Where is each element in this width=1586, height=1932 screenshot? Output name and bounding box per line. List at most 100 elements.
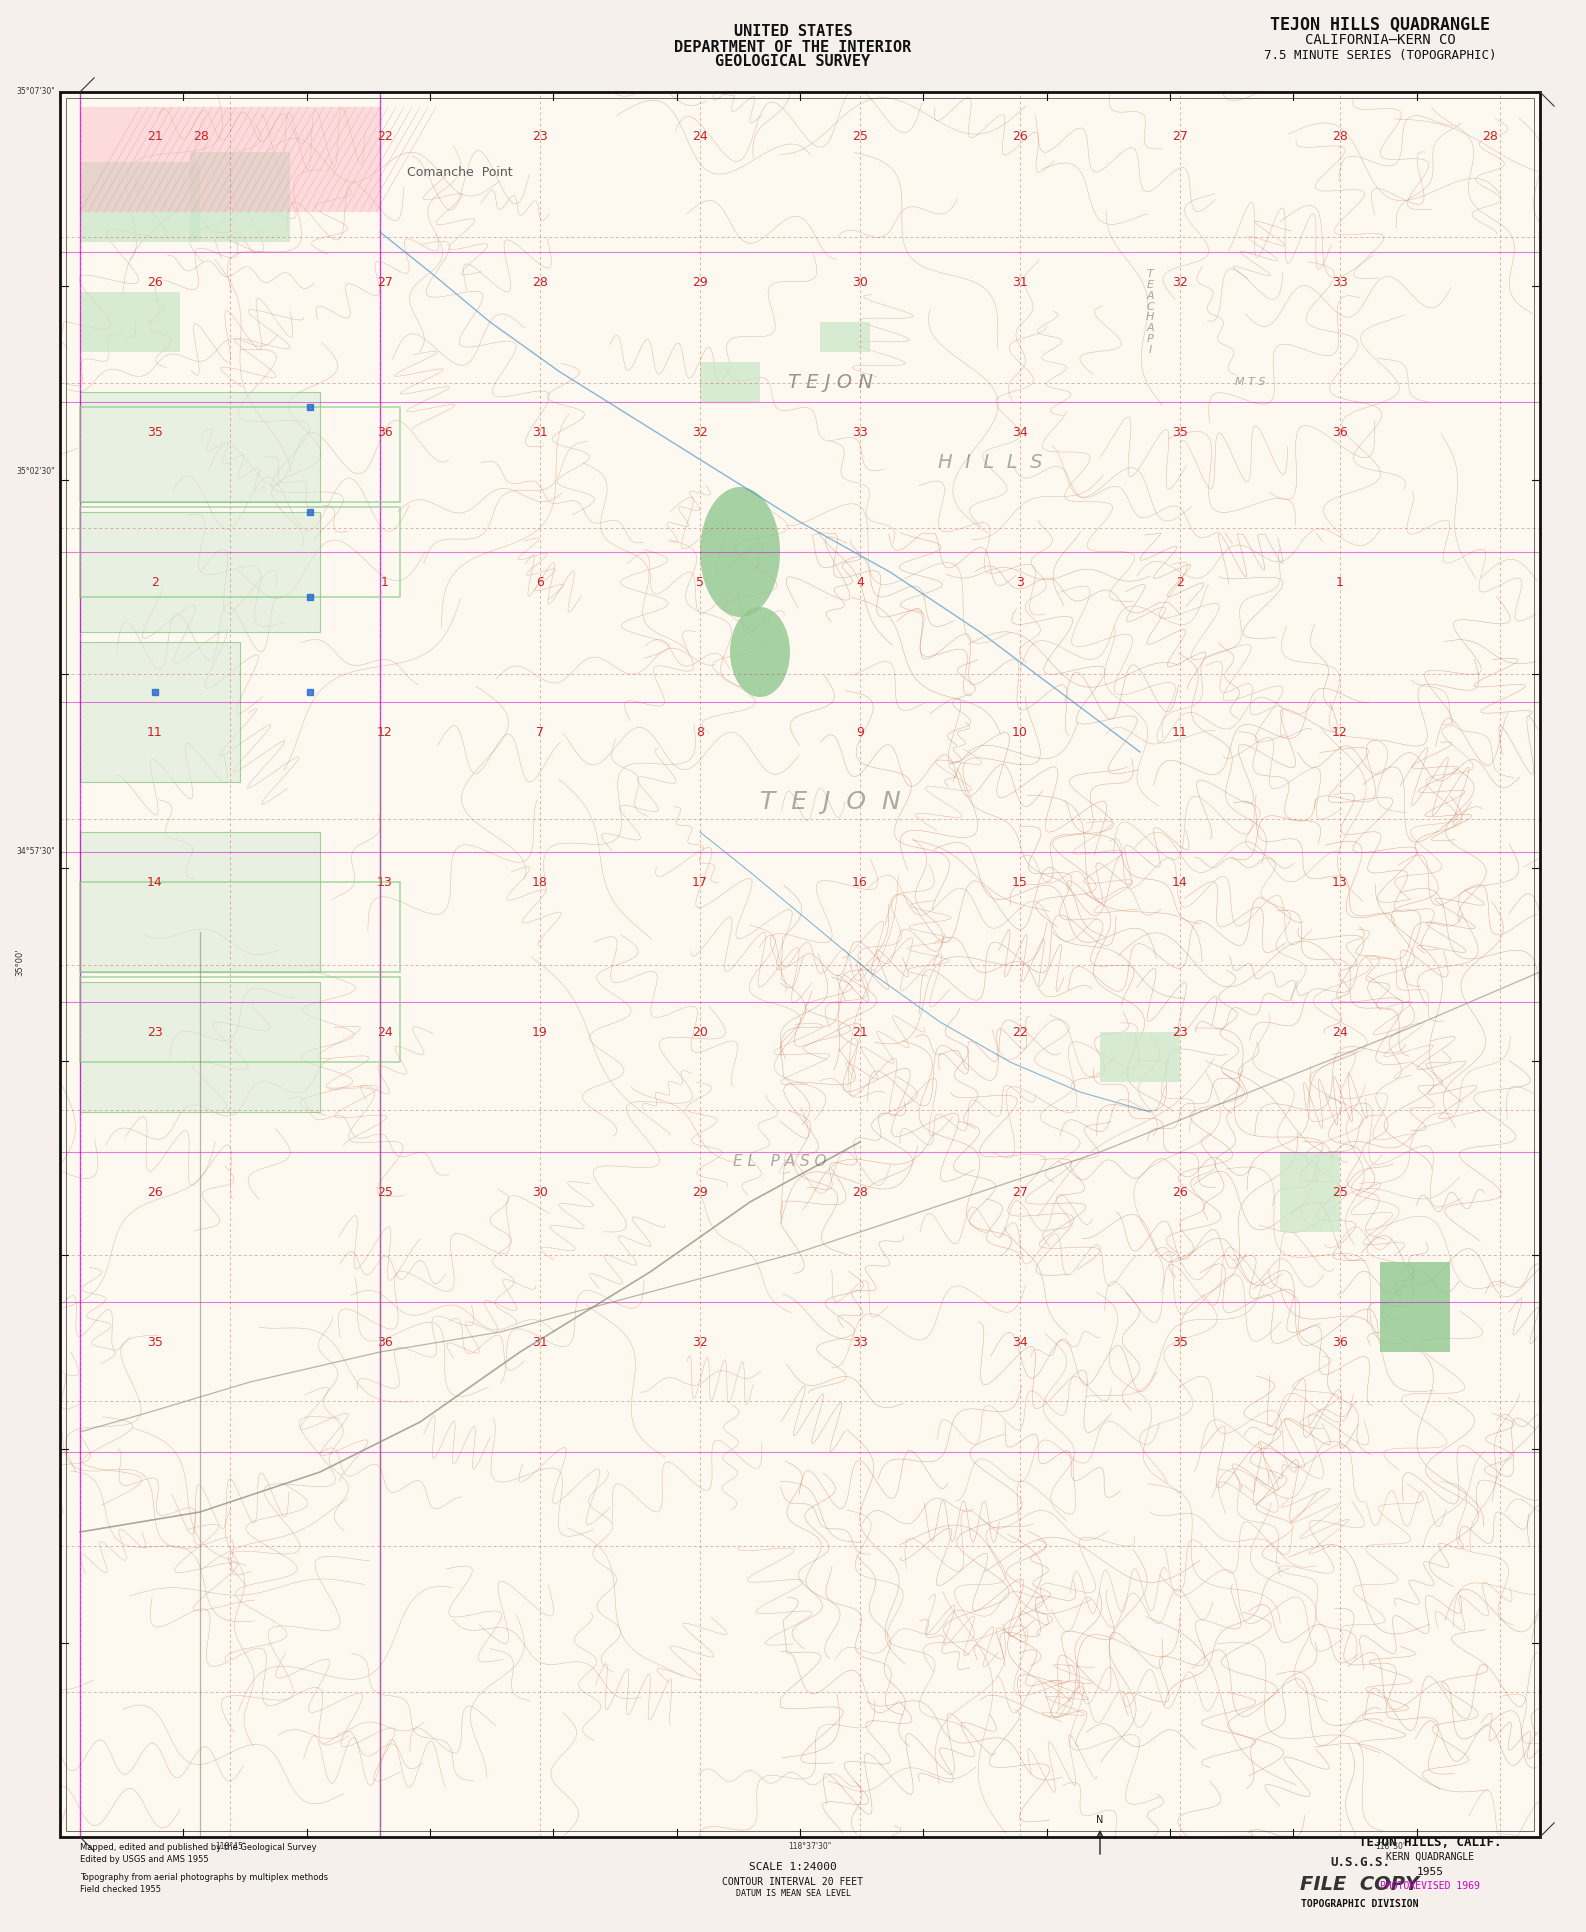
Text: Comanche  Point: Comanche Point <box>408 166 512 178</box>
Text: 15: 15 <box>1012 875 1028 889</box>
Text: 32: 32 <box>1172 276 1188 288</box>
Text: 25: 25 <box>1332 1186 1348 1198</box>
Text: 24: 24 <box>1332 1026 1348 1039</box>
Text: 35: 35 <box>147 425 163 439</box>
Text: 9: 9 <box>856 726 864 738</box>
Text: 22: 22 <box>1012 1026 1028 1039</box>
Text: CALIFORNIA—KERN CO: CALIFORNIA—KERN CO <box>1305 33 1456 46</box>
Text: 16: 16 <box>852 875 868 889</box>
Text: 118°45': 118°45' <box>216 1841 244 1851</box>
Text: 33: 33 <box>1332 276 1348 288</box>
Text: 1: 1 <box>381 576 389 589</box>
Text: 28: 28 <box>1332 131 1348 143</box>
Ellipse shape <box>730 607 790 697</box>
Text: PHOTOREVISED 1969: PHOTOREVISED 1969 <box>1380 1882 1480 1891</box>
Text: DATUM IS MEAN SEA LEVEL: DATUM IS MEAN SEA LEVEL <box>736 1889 850 1899</box>
Text: 31: 31 <box>533 425 547 439</box>
Text: T  E  J  O  N: T E J O N <box>760 790 901 813</box>
Bar <box>820 323 871 352</box>
Text: 19: 19 <box>533 1026 547 1039</box>
Text: 33: 33 <box>852 1335 868 1349</box>
Text: 24: 24 <box>691 131 707 143</box>
Text: 36: 36 <box>377 1335 393 1349</box>
Text: 33: 33 <box>852 425 868 439</box>
Text: 12: 12 <box>377 726 393 738</box>
Text: 35°00': 35°00' <box>16 949 24 976</box>
Bar <box>699 361 760 402</box>
Text: GEOLOGICAL SURVEY: GEOLOGICAL SURVEY <box>715 54 871 70</box>
Text: 118°30': 118°30' <box>1375 1841 1405 1851</box>
Bar <box>79 512 320 632</box>
Text: KERN QUADRANGLE: KERN QUADRANGLE <box>1386 1853 1473 1862</box>
Bar <box>79 833 320 972</box>
Text: 17: 17 <box>691 875 707 889</box>
Text: E L   P A S O: E L P A S O <box>733 1155 826 1169</box>
Text: 26: 26 <box>147 1186 163 1198</box>
Bar <box>79 106 381 213</box>
Text: 27: 27 <box>1012 1186 1028 1198</box>
Text: 14: 14 <box>1172 875 1188 889</box>
Text: 11: 11 <box>147 726 163 738</box>
Text: 35°07'30": 35°07'30" <box>16 87 56 97</box>
Text: 1955: 1955 <box>1416 1866 1443 1878</box>
Text: 5: 5 <box>696 576 704 589</box>
Text: 2: 2 <box>1177 576 1183 589</box>
Text: SCALE 1:24000: SCALE 1:24000 <box>749 1862 837 1872</box>
Text: 32: 32 <box>691 425 707 439</box>
Text: 28: 28 <box>531 276 547 288</box>
Text: 12: 12 <box>1332 726 1348 738</box>
Text: 6: 6 <box>536 576 544 589</box>
Text: 36: 36 <box>1332 425 1348 439</box>
Text: 21: 21 <box>147 131 163 143</box>
Text: 35°02'30": 35°02'30" <box>16 468 56 477</box>
Text: 31: 31 <box>1012 276 1028 288</box>
Text: 22: 22 <box>377 131 393 143</box>
Text: FILE  COPY: FILE COPY <box>1301 1876 1419 1895</box>
Text: 29: 29 <box>691 276 707 288</box>
Text: 23: 23 <box>147 1026 163 1039</box>
Text: 28: 28 <box>193 131 209 143</box>
Text: 25: 25 <box>377 1186 393 1198</box>
Text: 28: 28 <box>1481 131 1497 143</box>
Text: 34°57'30": 34°57'30" <box>16 848 56 856</box>
Bar <box>79 162 200 242</box>
Text: Topography from aerial photographs by multiplex methods: Topography from aerial photographs by mu… <box>79 1872 328 1882</box>
Text: 35: 35 <box>1172 1335 1188 1349</box>
Text: T E J O N: T E J O N <box>788 373 872 392</box>
Text: UNITED STATES: UNITED STATES <box>734 25 852 39</box>
Text: TEJON HILLS, CALIF.: TEJON HILLS, CALIF. <box>1359 1835 1502 1849</box>
Text: 29: 29 <box>691 1186 707 1198</box>
Text: Edited by USGS and AMS 1955: Edited by USGS and AMS 1955 <box>79 1855 209 1864</box>
Text: 21: 21 <box>852 1026 868 1039</box>
Text: U.S.G.S.: U.S.G.S. <box>1331 1855 1389 1868</box>
Bar <box>190 153 290 242</box>
Text: 7.5 MINUTE SERIES (TOPOGRAPHIC): 7.5 MINUTE SERIES (TOPOGRAPHIC) <box>1264 48 1496 62</box>
Text: 34: 34 <box>1012 1335 1028 1349</box>
Bar <box>79 883 400 972</box>
Text: 23: 23 <box>533 131 547 143</box>
Text: H  I  L  L  S: H I L L S <box>937 452 1042 471</box>
Text: 7: 7 <box>536 726 544 738</box>
Bar <box>67 99 1534 1832</box>
Text: 26: 26 <box>1172 1186 1188 1198</box>
Bar <box>79 506 400 597</box>
Text: 30: 30 <box>531 1186 547 1198</box>
Text: 26: 26 <box>1012 131 1028 143</box>
Text: 10: 10 <box>1012 726 1028 738</box>
Text: 11: 11 <box>1172 726 1188 738</box>
Text: 30: 30 <box>852 276 868 288</box>
Bar <box>79 981 320 1113</box>
Text: 14: 14 <box>147 875 163 889</box>
Text: 4: 4 <box>856 576 864 589</box>
Text: DEPARTMENT OF THE INTERIOR: DEPARTMENT OF THE INTERIOR <box>674 39 912 54</box>
Text: T
E
A
C
H
A
P
I: T E A C H A P I <box>1145 269 1155 355</box>
Text: 24: 24 <box>377 1026 393 1039</box>
Bar <box>79 978 400 1063</box>
Text: 2: 2 <box>151 576 159 589</box>
Text: 28: 28 <box>852 1186 868 1198</box>
Text: 13: 13 <box>377 875 393 889</box>
Text: 26: 26 <box>147 276 163 288</box>
Text: 20: 20 <box>691 1026 707 1039</box>
Bar <box>1280 1151 1340 1233</box>
Text: TEJON HILLS QUADRANGLE: TEJON HILLS QUADRANGLE <box>1270 15 1489 35</box>
